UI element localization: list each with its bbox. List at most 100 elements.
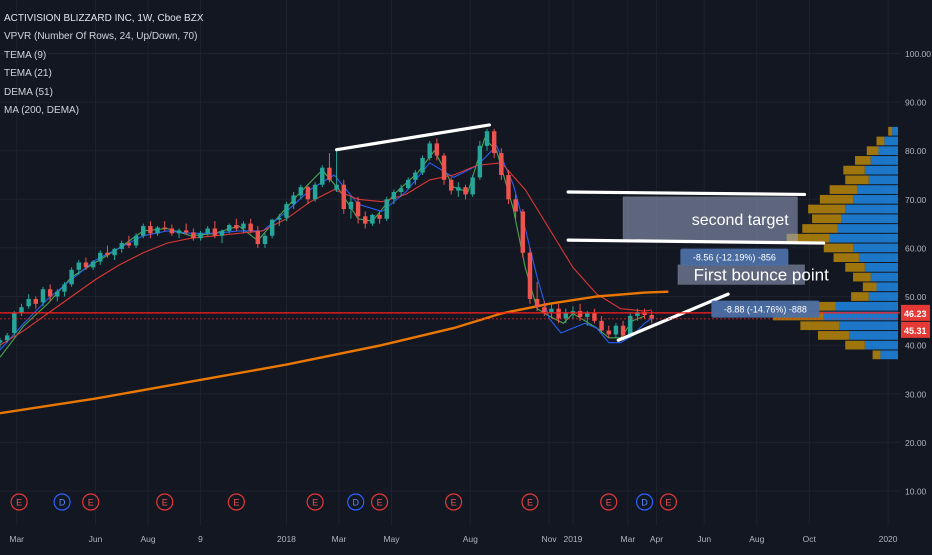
event-letter: D	[352, 498, 359, 508]
trend-line	[566, 190, 807, 197]
x-tick-label: Jun	[697, 534, 711, 544]
zone-label: second target	[692, 212, 790, 229]
candle-body	[628, 315, 633, 336]
candle-body	[262, 235, 268, 245]
x-tick-label: Jun	[89, 534, 103, 544]
indicator-tema9[interactable]: TEMA (9)	[4, 49, 47, 61]
candle-body	[456, 187, 461, 191]
candle-body	[649, 315, 654, 319]
candle-body	[234, 225, 239, 229]
event-letter: E	[451, 498, 457, 508]
vp-bar-up	[864, 165, 898, 175]
candle-body	[391, 192, 397, 200]
x-tick-label: Aug	[463, 534, 478, 544]
indicator-dema51[interactable]: DEMA (51)	[4, 86, 53, 98]
candle-body	[62, 284, 67, 292]
candle-body	[126, 243, 132, 246]
candle-body	[0, 340, 3, 343]
vp-bar-up	[856, 185, 898, 194]
vp-bar-up	[853, 194, 898, 204]
candle-body	[534, 298, 540, 308]
vp-bar-down	[808, 204, 846, 214]
ma-line	[0, 290, 669, 415]
trend-lines[interactable]	[335, 123, 826, 342]
earnings-marker	[156, 493, 174, 511]
candle-body	[112, 248, 117, 256]
candle-body	[169, 228, 175, 234]
vp-bar-up	[892, 126, 898, 136]
candle-body	[506, 175, 511, 200]
vp-bar-up	[841, 214, 898, 224]
vp-bar-up	[870, 272, 898, 282]
candle-body	[527, 252, 533, 299]
candle-body	[470, 177, 475, 195]
candle-body	[133, 235, 139, 246]
indicator-tema21[interactable]: TEMA (21)	[4, 68, 52, 80]
candle-body	[370, 214, 375, 224]
vp-bar-up	[829, 233, 898, 243]
candle-body	[40, 289, 46, 303]
candle-body	[642, 312, 647, 315]
candle-body	[327, 167, 332, 180]
candle-body	[248, 223, 253, 231]
candle-body	[219, 230, 225, 236]
candle-body	[176, 230, 182, 234]
vp-bar-up	[858, 253, 898, 262]
candle-body	[183, 230, 189, 233]
x-tick-label: Aug	[749, 534, 764, 544]
candle-body	[635, 312, 640, 316]
vp-bar-down	[823, 243, 854, 253]
candle-body	[312, 184, 318, 200]
candle-body	[406, 179, 411, 189]
candle-body	[305, 187, 311, 200]
candle-body	[12, 313, 17, 333]
symbol-title[interactable]: ACTIVISION BLIZZARD INC, 1W, Cboe BZX	[4, 13, 204, 24]
earnings-marker	[227, 493, 245, 511]
x-tick-label: 2019	[563, 534, 582, 544]
candle-body	[377, 214, 382, 219]
candle-body	[320, 167, 325, 185]
candle-body	[491, 131, 497, 154]
candle-body	[212, 228, 218, 236]
candle-body	[585, 313, 590, 317]
earnings-marker	[306, 493, 324, 511]
candle-body	[599, 320, 604, 331]
event-letter: E	[377, 498, 383, 508]
x-tick-label: 2020	[879, 534, 898, 544]
candle-body	[19, 307, 24, 314]
indicator-ma200[interactable]: MA (200, DEMA)	[4, 105, 80, 117]
candle-body	[606, 330, 611, 335]
vp-bar-down	[786, 233, 830, 243]
candle-body	[33, 298, 39, 304]
candle-body	[55, 291, 60, 297]
candle-body	[162, 227, 167, 229]
y-tick-label: 60.00	[905, 243, 927, 253]
annotation-labels[interactable]: -8.56 (-12.19%) -856 -8.88 (-14.76%) -888	[680, 248, 820, 318]
measure-box	[711, 300, 820, 318]
vp-bar-down	[845, 175, 869, 185]
candle-body	[577, 311, 583, 317]
candles	[0, 128, 654, 348]
candle-body	[341, 184, 346, 210]
candle-body	[434, 143, 440, 156]
vp-bar-down	[843, 165, 865, 175]
candle-body	[413, 172, 418, 180]
earnings-marker	[444, 493, 463, 511]
x-axis[interactable]: Mar Jun Aug 9 2018 Mar May Aug Nov 2019 Mar Apr Jun A…	[9, 534, 897, 544]
candle-body	[448, 179, 454, 191]
candle-body	[363, 216, 368, 224]
measure-label: -8.56 (-12.19%) -856	[693, 253, 776, 263]
candle-body	[513, 199, 518, 212]
vp-bar-down	[812, 214, 842, 224]
candle-body	[298, 187, 304, 196]
vp-bar-up	[864, 263, 898, 272]
x-tick-label: 9	[198, 534, 203, 544]
zone-label: First bounce point	[694, 266, 829, 285]
y-axis[interactable]: 100.00 90.00 80.00 70.00 60.00 50.00 40.00 30.0…	[901, 49, 931, 497]
indicator-vpvr[interactable]: VPVR (Number Of Rows, 24, Up/Down, 70)	[4, 31, 198, 43]
target-zones[interactable]: second target First bounce point	[622, 196, 829, 285]
candle-body	[277, 217, 282, 220]
